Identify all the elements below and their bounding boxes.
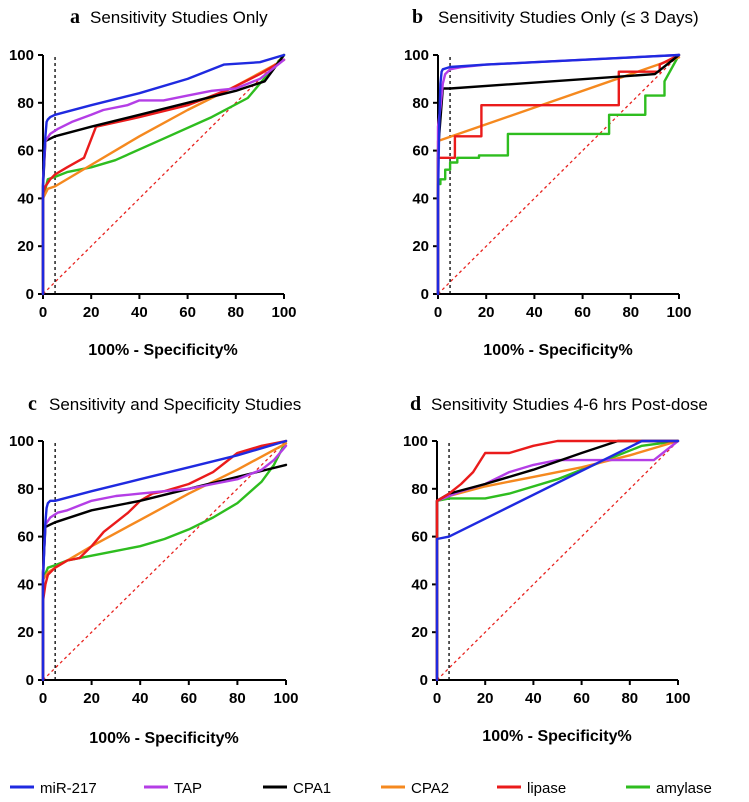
- y-tick-label: 100: [403, 433, 428, 450]
- x-tick-label: 20: [477, 690, 494, 707]
- panel-a: a Sensitivity Studies Only 0204060801000…: [9, 6, 297, 359]
- panel-d-reference-diagonal: [436, 440, 679, 681]
- panel-c-plot: 0 20 40 60 80 100 0 20 40 60 80 100: [9, 433, 299, 707]
- y-tick-label: 40: [17, 576, 34, 593]
- x-tick-label: 60: [574, 304, 591, 321]
- y-tick-label: 0: [421, 286, 429, 303]
- x-tick-label: 20: [478, 304, 495, 321]
- panel-a-plot: 0 20 40 60 80 100 0 20 40 60 80 100: [9, 47, 297, 321]
- y-tick-label: 100: [9, 433, 34, 450]
- y-tick-label: 40: [412, 190, 429, 207]
- panel-c-title: Sensitivity and Specificity Studies: [49, 395, 301, 414]
- y-tick-label: 0: [26, 286, 34, 303]
- panel-d-series-mir-217: [435, 439, 680, 682]
- panel-d-plot: 0 20 40 60 80 100 0 20 40 60 80 100: [403, 433, 691, 707]
- x-tick-label: 100: [666, 304, 691, 321]
- y-tick-label: 100: [404, 47, 429, 64]
- y-tick-label: 100: [9, 47, 34, 64]
- panel-b: b Sensitivity Studies Only (≤ 3 Days) 0 2…: [404, 6, 699, 359]
- x-tick-label: 80: [621, 690, 638, 707]
- x-tick-label: 40: [526, 304, 543, 321]
- panel-b-plot: 0 20 40 60 80 100 0 20 40 60 80 100: [404, 47, 692, 321]
- x-tick-label: 60: [179, 304, 196, 321]
- panel-a-series-mir-217: [41, 53, 286, 296]
- legend-label-cpa1: CPA1: [293, 780, 331, 797]
- panel-d-title: Sensitivity Studies 4-6 hrs Post-dose: [431, 395, 708, 414]
- y-tick-label: 60: [17, 143, 34, 160]
- panel-d: d Sensitivity Studies 4-6 hrs Post-dose …: [403, 393, 708, 745]
- y-tick-label: 80: [412, 95, 429, 112]
- x-tick-label: 100: [273, 690, 298, 707]
- x-tick-label: 0: [434, 304, 442, 321]
- legend-label-amylase: amylase: [656, 780, 712, 797]
- legend-label-tap: TAP: [174, 780, 202, 797]
- x-tick-label: 40: [131, 304, 148, 321]
- panel-a-x-label: 100% - Specificity%: [88, 342, 237, 359]
- x-tick-label: 80: [622, 304, 639, 321]
- x-tick-label: 60: [573, 690, 590, 707]
- panel-a-title: Sensitivity Studies Only: [90, 8, 268, 27]
- legend-label-cpa2: CPA2: [411, 780, 449, 797]
- x-tick-label: 80: [229, 690, 246, 707]
- y-tick-label: 60: [412, 143, 429, 160]
- y-tick-label: 20: [412, 238, 429, 255]
- panel-a-series-tap: [41, 58, 286, 296]
- y-tick-label: 60: [17, 529, 34, 546]
- panel-c-series-cpa1: [41, 463, 288, 682]
- y-tick-label: 20: [17, 238, 34, 255]
- x-tick-label: 80: [227, 304, 244, 321]
- x-tick-label: 40: [525, 690, 542, 707]
- x-tick-label: 0: [433, 690, 441, 707]
- y-tick-label: 20: [411, 624, 428, 641]
- panel-b-letter: b: [412, 6, 423, 28]
- y-tick-label: 0: [420, 672, 428, 689]
- panel-b-title: Sensitivity Studies Only (≤ 3 Days): [438, 8, 699, 27]
- x-tick-label: 100: [665, 690, 690, 707]
- panel-c: c Sensitivity and Specificity Studies 0 2…: [9, 393, 301, 747]
- legend-label-lipase: lipase: [527, 780, 566, 797]
- panel-c-series-tap: [41, 444, 288, 682]
- x-tick-label: 20: [83, 690, 100, 707]
- y-tick-label: 80: [17, 481, 34, 498]
- x-tick-label: 40: [132, 690, 149, 707]
- panel-c-letter: c: [28, 393, 37, 415]
- panel-a-letter: a: [70, 6, 80, 28]
- panel-c-x-label: 100% - Specificity%: [89, 730, 238, 747]
- y-tick-label: 20: [17, 624, 34, 641]
- panel-b-series-mir-217: [436, 53, 681, 296]
- y-tick-label: 0: [26, 672, 34, 689]
- y-tick-label: 80: [17, 95, 34, 112]
- panel-b-reference-diagonal: [437, 54, 680, 295]
- panel-b-series-amylase: [436, 53, 681, 296]
- panel-d-series-tap: [435, 439, 680, 682]
- panel-b-x-label: 100% - Specificity%: [483, 342, 632, 359]
- x-tick-label: 60: [180, 690, 197, 707]
- y-tick-label: 40: [17, 190, 34, 207]
- legend-label-mir-217: miR-217: [40, 780, 97, 797]
- panel-c-series-mir-217: [41, 439, 288, 682]
- panel-c-series-amylase: [41, 439, 288, 682]
- panel-c-reference-diagonal: [42, 440, 287, 681]
- legend: miR-217 TAP CPA1 CPA2 lipase amylase: [10, 780, 712, 797]
- panel-d-series-lipase: [435, 439, 680, 682]
- y-tick-label: 60: [411, 529, 428, 546]
- panel-d-x-label: 100% - Specificity%: [482, 728, 631, 745]
- panel-d-letter: d: [410, 393, 421, 415]
- y-tick-label: 80: [411, 481, 428, 498]
- x-tick-label: 100: [271, 304, 296, 321]
- x-tick-label: 0: [39, 304, 47, 321]
- panel-a-reference-diagonal: [42, 54, 285, 295]
- panel-c-series-lipase: [41, 439, 288, 682]
- y-tick-label: 40: [411, 576, 428, 593]
- x-tick-label: 20: [83, 304, 100, 321]
- x-tick-label: 0: [39, 690, 47, 707]
